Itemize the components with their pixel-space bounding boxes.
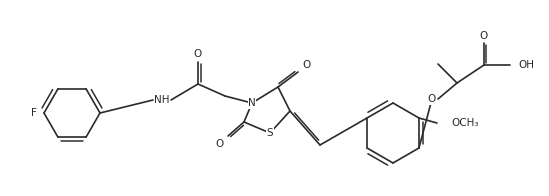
Text: OH: OH [518, 60, 534, 70]
Text: F: F [31, 108, 37, 118]
Text: O: O [480, 31, 488, 41]
Text: O: O [428, 94, 436, 104]
Text: O: O [302, 60, 310, 70]
Text: NH: NH [154, 95, 170, 105]
Text: O: O [216, 139, 224, 149]
Text: S: S [267, 128, 273, 138]
Text: N: N [248, 98, 256, 108]
Text: OCH₃: OCH₃ [451, 118, 479, 128]
Text: O: O [194, 49, 202, 59]
